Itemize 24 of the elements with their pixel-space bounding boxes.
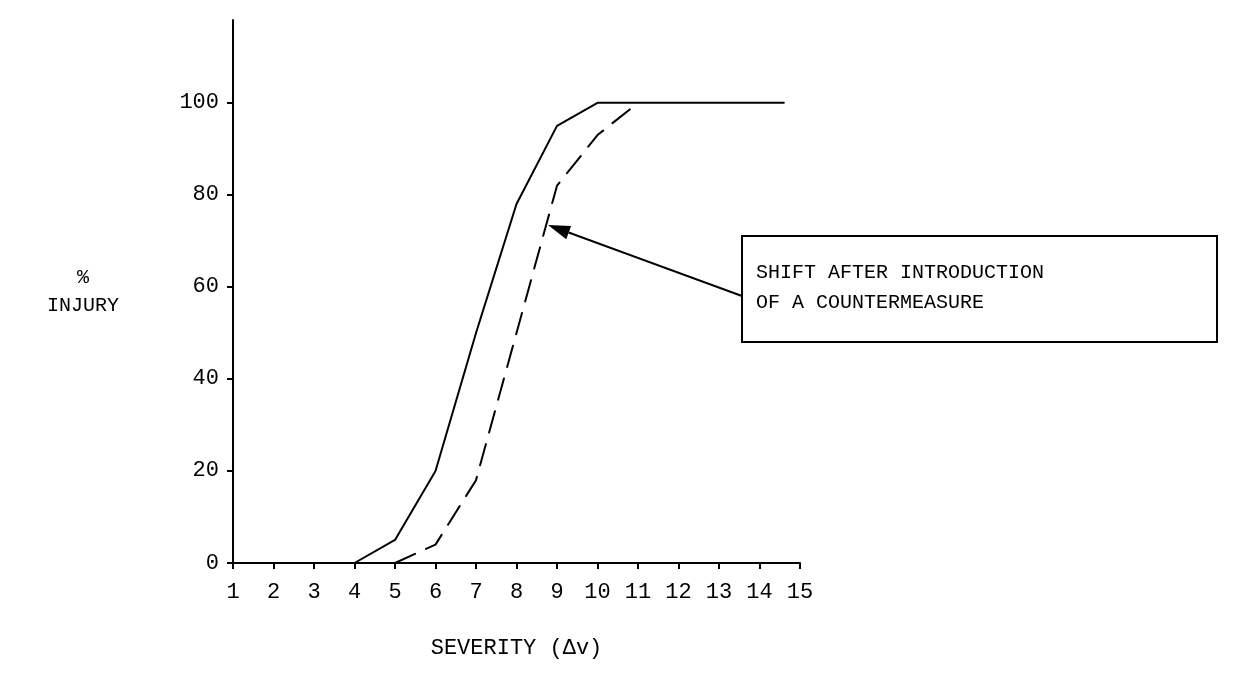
x-tick-label: 4 (347, 579, 362, 605)
y-tick-label: 100 (179, 90, 219, 116)
x-tick-label: 12 (665, 579, 692, 605)
x-tick-label: 2 (266, 579, 281, 605)
x-tick-label: 14 (746, 579, 773, 605)
x-tick-label: 1 (226, 579, 240, 605)
annotation: SHIFT AFTER INTRODUCTION OF A COUNTERMEASURE (756, 260, 1045, 316)
x-tick-label: 3 (307, 579, 321, 605)
x-tick-label: 5 (388, 579, 402, 605)
x-tick-label: 10 (584, 579, 611, 605)
x-tick-label: 15 (786, 579, 814, 605)
y-tick-label: 40 (192, 366, 219, 392)
y-tick-label: 80 (192, 182, 219, 208)
x-tick-label: 7 (469, 579, 483, 605)
x-tick-label: 9 (550, 579, 564, 605)
y-tick-label: 60 (192, 274, 219, 300)
x-tick-label: 8 (509, 579, 524, 605)
x-axis-title: SEVERITY (Δv) (430, 635, 603, 661)
y-axis-title: % INJURY (46, 266, 120, 317)
y-tick-label: 0 (205, 550, 219, 576)
y-tick-label: 20 (192, 458, 219, 484)
x-tick-label: 11 (624, 579, 652, 605)
x-tick-label: 13 (705, 579, 733, 605)
x-tick-label: 6 (428, 579, 443, 605)
